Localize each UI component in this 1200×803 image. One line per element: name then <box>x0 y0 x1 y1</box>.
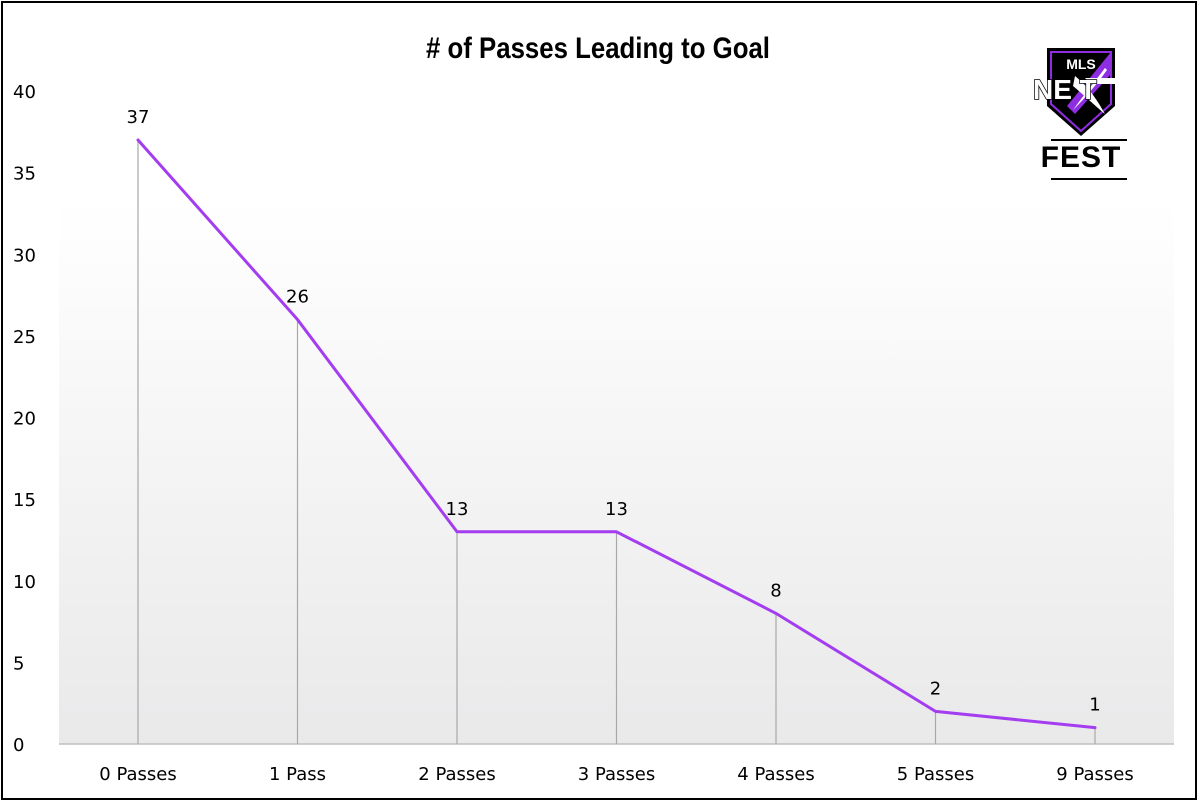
x-tick-label: 9 Passes <box>1056 764 1133 785</box>
logo-fest-text: FEST <box>1040 141 1122 174</box>
x-axis: 0 Passes 1 Pass 2 Passes 3 Passes 4 Passes 5 … <box>59 743 1174 785</box>
data-label: 13 <box>605 499 628 520</box>
mls-next-fest-logo: MLS NE T FEST <box>1027 44 1135 184</box>
data-label: 2 <box>930 678 941 699</box>
data-label: 26 <box>286 287 309 308</box>
y-tick-label: 10 <box>13 572 36 593</box>
y-tick-label: 5 <box>13 653 24 674</box>
y-tick-label: 40 <box>13 82 36 103</box>
x-tick-label: 3 Passes <box>578 764 655 785</box>
series-polyline <box>136 138 1097 730</box>
x-tick-label: 2 Passes <box>418 764 495 785</box>
data-label: 1 <box>1089 695 1100 716</box>
y-tick-label: 35 <box>13 164 36 185</box>
x-tick-label: 1 Pass <box>269 764 326 785</box>
data-label: 13 <box>446 499 469 520</box>
y-axis: 0 5 10 15 20 25 30 35 40 <box>13 82 36 756</box>
drop-lines <box>137 139 1096 744</box>
x-tick-label: 4 Passes <box>737 764 814 785</box>
chart-title: # of Passes Leading to Goal <box>426 31 770 64</box>
logo-top-text: MLS <box>1066 56 1096 72</box>
y-tick-label: 30 <box>13 245 36 266</box>
y-tick-label: 0 <box>13 735 24 756</box>
logo-rule-bottom <box>1051 178 1127 180</box>
x-tick-label: 0 Passes <box>99 764 176 785</box>
x-tick-label: 5 Passes <box>897 764 974 785</box>
data-labels: 37 26 13 13 8 2 1 <box>127 107 1101 716</box>
y-tick-label: 25 <box>13 327 36 348</box>
logo-rule-top <box>1051 139 1127 141</box>
y-tick-label: 20 <box>13 409 36 430</box>
mls-next-shield-icon: MLS NE T <box>1032 48 1121 136</box>
data-label: 8 <box>770 580 781 601</box>
data-label: 37 <box>127 107 150 128</box>
y-tick-label: 15 <box>13 490 36 511</box>
logo-middle-text: NE T <box>1033 74 1097 105</box>
series-line <box>136 138 1097 730</box>
